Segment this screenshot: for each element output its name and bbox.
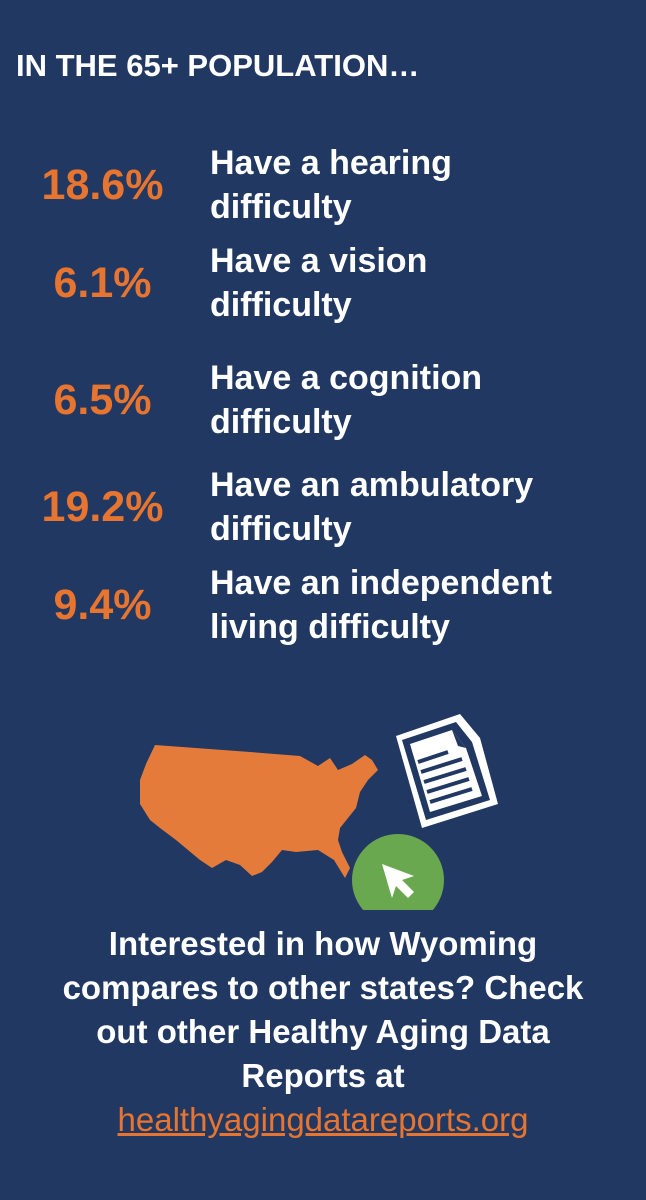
link[interactable]: healthyagingdatareports.org (117, 1101, 529, 1138)
stat-row: 18.6% Have a hearing difficulty (0, 140, 646, 230)
footer-line: Reports at (241, 1057, 405, 1094)
label-line: difficulty (210, 188, 352, 226)
us-map-icon (140, 745, 378, 878)
label-line: difficulty (210, 403, 352, 441)
icons (140, 714, 498, 910)
stat-value: 6.5% (53, 375, 152, 424)
stat-label: Have an independent living difficulty (210, 560, 552, 650)
footer-line: Interested in how Wyoming (108, 925, 538, 962)
label-line: Have a cognition (210, 359, 483, 397)
stat-row: 6.1% Have a vision difficulty (0, 238, 646, 328)
stat-row: 19.2% Have an ambulatory difficulty (0, 462, 646, 552)
stat-value: 9.4% (53, 580, 152, 629)
label-line: Have an ambulatory (210, 466, 534, 504)
document-icon (396, 714, 498, 828)
cursor-icon (352, 834, 444, 910)
stat-value: 18.6% (41, 160, 164, 209)
stat-label: Have a hearing difficulty (210, 140, 452, 230)
stat-label: Have a cognition difficulty (210, 355, 482, 445)
label-line: difficulty (210, 510, 352, 548)
label-line: living difficulty (210, 608, 450, 646)
label-line: Have an independent (210, 564, 552, 602)
footer: Interested in how Wyoming compares to oth… (0, 922, 646, 1142)
footer-line: compares to other states? Check (62, 969, 584, 1006)
footer-line: out other Healthy Aging Data (96, 1013, 550, 1050)
label-line: difficulty (210, 286, 352, 324)
stat-row: 6.5% Have a cognition difficulty (0, 355, 646, 445)
stat-value: 19.2% (41, 482, 164, 531)
stat-value: 6.1% (53, 258, 152, 307)
stat-row: 9.4% Have an independent living difficulty (0, 560, 646, 650)
stat-label: Have an ambulatory difficulty (210, 462, 533, 552)
title: IN THE 65+ POPULATION… (16, 48, 420, 83)
label-line: Have a vision (210, 242, 428, 280)
stat-label: Have a vision difficulty (210, 238, 427, 328)
label-line: Have a hearing (210, 144, 452, 182)
